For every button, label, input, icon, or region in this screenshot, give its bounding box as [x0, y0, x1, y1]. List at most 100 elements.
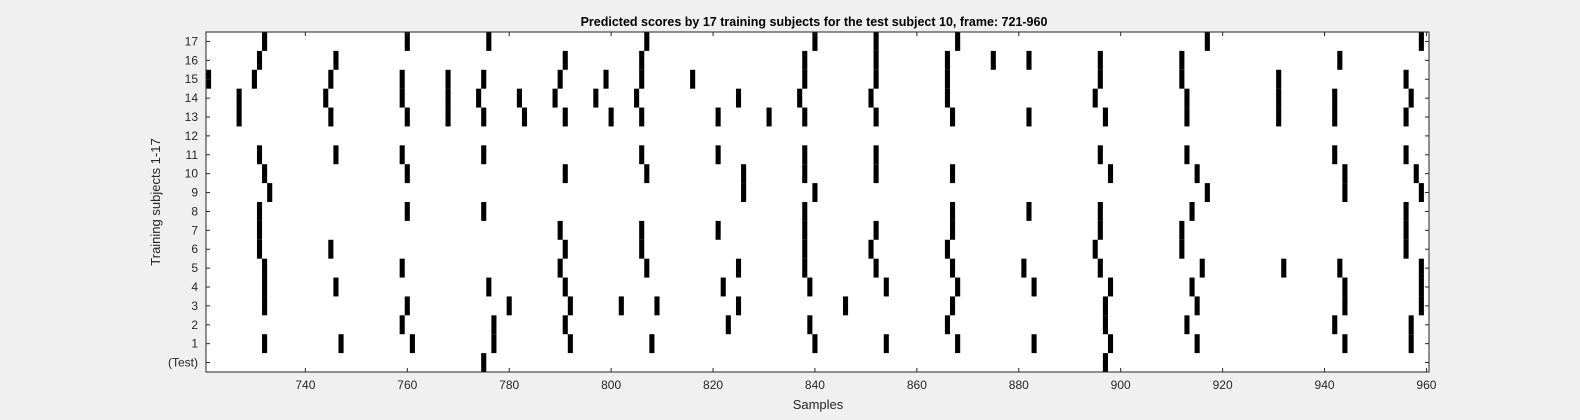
score-mark	[766, 107, 772, 127]
score-mark	[1281, 258, 1287, 278]
score-mark	[562, 50, 568, 70]
score-mark	[741, 164, 747, 184]
score-mark	[873, 220, 879, 240]
y-tick-label: 5	[191, 261, 198, 275]
score-mark	[1332, 107, 1338, 127]
score-mark	[1184, 145, 1190, 165]
y-tick-label: 15	[185, 72, 199, 86]
score-mark	[949, 202, 956, 221]
score-mark	[262, 32, 268, 51]
score-mark	[807, 277, 813, 297]
score-mark	[1337, 258, 1343, 278]
score-mark	[333, 145, 339, 165]
score-mark	[802, 50, 808, 70]
score-mark	[1342, 334, 1348, 354]
y-tick-label: 10	[185, 167, 199, 181]
score-mark	[256, 202, 263, 221]
score-mark	[1337, 50, 1343, 70]
score-mark	[262, 258, 268, 278]
score-mark	[955, 32, 961, 51]
score-mark	[404, 296, 410, 316]
y-tick-label: 2	[191, 318, 198, 332]
score-mark	[639, 107, 645, 127]
score-mark	[267, 183, 273, 202]
score-mark	[567, 296, 573, 316]
score-mark	[399, 145, 405, 165]
score-mark	[481, 69, 487, 89]
score-mark	[944, 50, 950, 70]
score-mark	[1189, 277, 1195, 297]
score-mark	[399, 69, 405, 89]
x-tick-label: 820	[703, 378, 723, 392]
score-mark	[720, 277, 726, 297]
score-mark	[1403, 202, 1409, 221]
score-mark	[323, 88, 329, 108]
score-mark	[1408, 334, 1414, 354]
score-mark	[873, 32, 879, 51]
score-mark	[399, 88, 405, 108]
score-mark	[868, 239, 874, 259]
score-mark	[1194, 164, 1200, 184]
score-mark	[486, 32, 492, 51]
score-mark	[1031, 334, 1037, 354]
score-mark	[802, 258, 808, 278]
score-mark	[1332, 145, 1338, 165]
score-mark	[608, 107, 614, 127]
score-mark	[1403, 220, 1409, 240]
score-mark	[445, 69, 451, 89]
score-mark	[802, 220, 808, 240]
score-mark	[562, 277, 568, 297]
y-tick-label: 12	[185, 129, 199, 143]
score-mark	[735, 296, 742, 316]
score-mark	[802, 164, 808, 184]
score-mark	[1021, 258, 1027, 278]
score-mark	[1107, 164, 1114, 184]
score-mark	[1403, 107, 1409, 127]
score-mark	[949, 258, 956, 278]
score-mark	[944, 239, 950, 259]
score-mark	[338, 334, 344, 354]
x-tick-label: 760	[397, 378, 417, 392]
score-mark	[1418, 183, 1424, 202]
score-mark	[404, 32, 410, 51]
score-mark	[802, 239, 808, 259]
score-mark	[1097, 69, 1103, 89]
score-mark	[1403, 145, 1409, 165]
score-mark	[944, 315, 950, 335]
score-mark	[812, 183, 818, 202]
score-mark	[1194, 334, 1200, 354]
score-mark	[949, 107, 956, 127]
score-mark	[1408, 88, 1414, 108]
y-tick-label: 4	[191, 280, 198, 294]
score-mark	[506, 296, 512, 316]
score-mark	[1097, 220, 1103, 240]
score-mark	[1276, 88, 1282, 108]
score-mark	[639, 239, 645, 259]
score-mark	[409, 334, 415, 354]
score-mark	[802, 202, 808, 221]
score-mark	[1403, 239, 1409, 259]
score-mark	[949, 220, 956, 240]
score-mark	[1102, 296, 1108, 316]
score-mark	[1342, 164, 1348, 184]
y-tick-label: (Test)	[168, 356, 198, 370]
score-mark	[251, 69, 257, 89]
score-mark	[944, 88, 950, 108]
score-mark	[262, 296, 268, 316]
score-mark	[236, 107, 242, 127]
score-mark	[1418, 258, 1424, 278]
score-mark	[1189, 202, 1195, 221]
score-mark	[1418, 32, 1424, 51]
x-tick-label: 800	[601, 378, 621, 392]
score-mark	[807, 315, 813, 335]
x-axis-label: Samples	[793, 397, 844, 412]
score-mark	[256, 145, 263, 165]
score-mark	[873, 69, 879, 89]
score-mark	[404, 164, 410, 184]
y-tick-label: 11	[186, 148, 199, 162]
score-mark	[725, 315, 731, 335]
score-mark	[1418, 277, 1424, 297]
x-tick-label: 840	[805, 378, 825, 392]
score-mark	[1332, 315, 1338, 335]
score-mark	[516, 88, 522, 108]
